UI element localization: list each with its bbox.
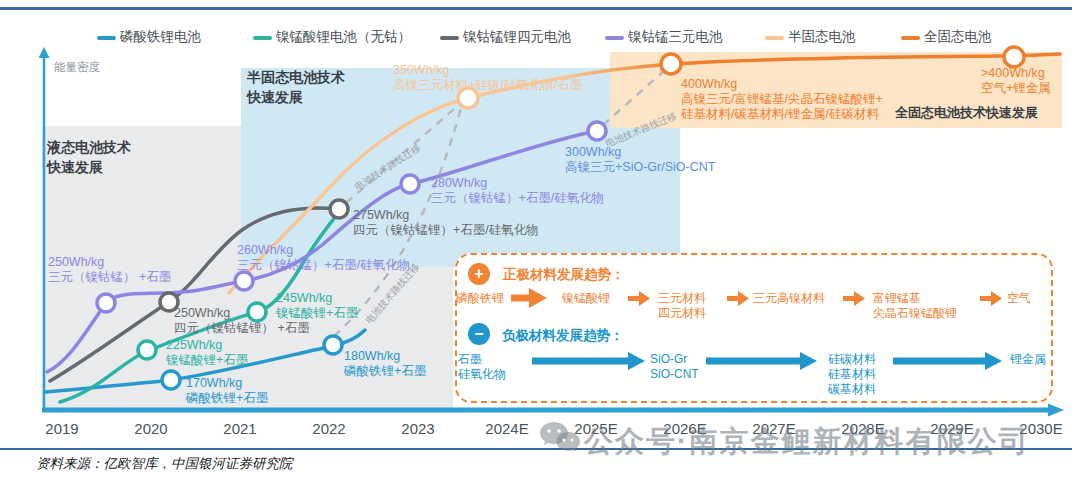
x-axis xyxy=(42,408,1050,413)
point-label: >400Wh/kg空气+锂金属 xyxy=(981,66,1051,96)
flow-step: 镍锰酸锂 xyxy=(562,291,610,306)
data-point-marker xyxy=(97,294,115,312)
point-label: 280Wh/kg三元（镍钴锰）+石墨/硅氧化物 xyxy=(431,176,604,206)
x-axis-tick-label: 2027E xyxy=(752,420,795,437)
battery-roadmap-chart: 磷酸铁锂电池镍锰酸锂电池（无钴）镍钴锰锂四元电池镍钴锰三元电池半固态电池全固态电… xyxy=(0,0,1072,484)
flow-step: 石墨硅氧化物 xyxy=(458,352,506,382)
x-axis-tick-label: 2019 xyxy=(45,420,78,437)
point-label: 400Wh/kg高镍三元/富锂锰基/尖晶石镍锰酸锂+硅基材料/碳基材料/锂金属/… xyxy=(681,77,883,122)
x-axis-arrow xyxy=(1048,404,1064,417)
point-label: 250Wh/kg四元（镍钴锰锂） +石墨 xyxy=(174,306,310,336)
flow-step: 空气 xyxy=(1007,291,1031,306)
region-liquid-title: 液态电池技术 快速发展 xyxy=(47,137,131,177)
flow-step: SiO-GrSiO-CNT xyxy=(650,352,699,382)
plus-icon: + xyxy=(468,263,490,285)
point-label: 170Wh/kg磷酸铁锂+石墨 xyxy=(186,376,268,406)
data-point-marker xyxy=(1004,47,1024,67)
data-point-marker xyxy=(330,200,348,218)
flow-step: 磷酸铁锂 xyxy=(456,291,504,306)
flow-step: 富锂锰基尖晶石镍锰酸锂 xyxy=(873,291,957,321)
x-axis-tick-label: 2028E xyxy=(841,420,884,437)
data-point-marker xyxy=(324,336,342,354)
point-label: 250Wh/kg三元（镍钴锰） +石墨 xyxy=(48,255,171,285)
arrow-right-icon xyxy=(511,288,547,312)
point-label: 260Wh/kg三元（镍钴锰）+石墨/硅氧化物 xyxy=(237,243,410,273)
data-point-marker xyxy=(235,272,253,290)
flow-step: 三元高镍材料 xyxy=(753,291,825,306)
flow-step: 三元材料四元材料 xyxy=(658,291,706,321)
arrow-right-icon xyxy=(706,352,817,374)
data-point-marker xyxy=(162,371,180,389)
region-semi-title: 半固态电池技术 快速发展 xyxy=(247,67,345,107)
point-label: 300Wh/kg高镍三元+SiO-Gr/SiO-CNT xyxy=(565,145,715,175)
minus-icon: − xyxy=(468,323,490,345)
flow-step: 锂金属 xyxy=(1010,352,1046,367)
cathode-trend-title: 正极材料发展趋势： xyxy=(503,266,625,284)
x-axis-tick-label: 2030E xyxy=(1019,420,1062,437)
y-axis-arrow xyxy=(39,47,50,58)
arrow-right-icon xyxy=(980,291,1002,310)
arrow-right-icon xyxy=(628,291,650,310)
x-axis-tick-label: 2020 xyxy=(134,420,167,437)
x-axis-tick-label: 2029E xyxy=(930,420,973,437)
data-point-marker xyxy=(661,54,681,74)
arrow-right-icon xyxy=(843,291,865,310)
x-axis-tick-label: 2025E xyxy=(574,420,617,437)
source-note: 资料来源：亿欧智库，中国银河证券研究院 xyxy=(36,455,293,473)
x-axis-tick-label: 2024E xyxy=(485,420,528,437)
point-label: 350Wh/kg高镍三元材料+硅碳/硅氧化物/石墨 xyxy=(393,63,582,93)
arrow-right-icon xyxy=(893,352,1002,374)
data-point-marker xyxy=(401,175,419,193)
x-axis-tick-label: 2021 xyxy=(223,420,256,437)
x-axis-tick-label: 2022 xyxy=(312,420,345,437)
x-axis-tick-label: 2026E xyxy=(663,420,706,437)
point-label: 180Wh/kg磷酸铁锂+石墨 xyxy=(344,349,426,379)
arrow-right-icon xyxy=(727,291,749,310)
region-solid-title: 全固态电池技术快速发展 xyxy=(895,103,1038,123)
arrow-right-icon xyxy=(532,352,645,374)
data-point-marker xyxy=(138,341,156,359)
anode-trend-title: 负极材料发展趋势： xyxy=(502,327,624,345)
point-label: 275Wh/kg四元（镍钴锰锂）+石墨/硅氧化物 xyxy=(353,208,539,238)
y-axis-label: 能量密度 xyxy=(54,60,100,75)
point-label: 225Wh/kg镍锰酸锂+石墨 xyxy=(166,338,248,368)
x-axis-tick-label: 2023 xyxy=(401,420,434,437)
flow-step: 硅碳材料硅基材料碳基材料 xyxy=(828,352,876,397)
